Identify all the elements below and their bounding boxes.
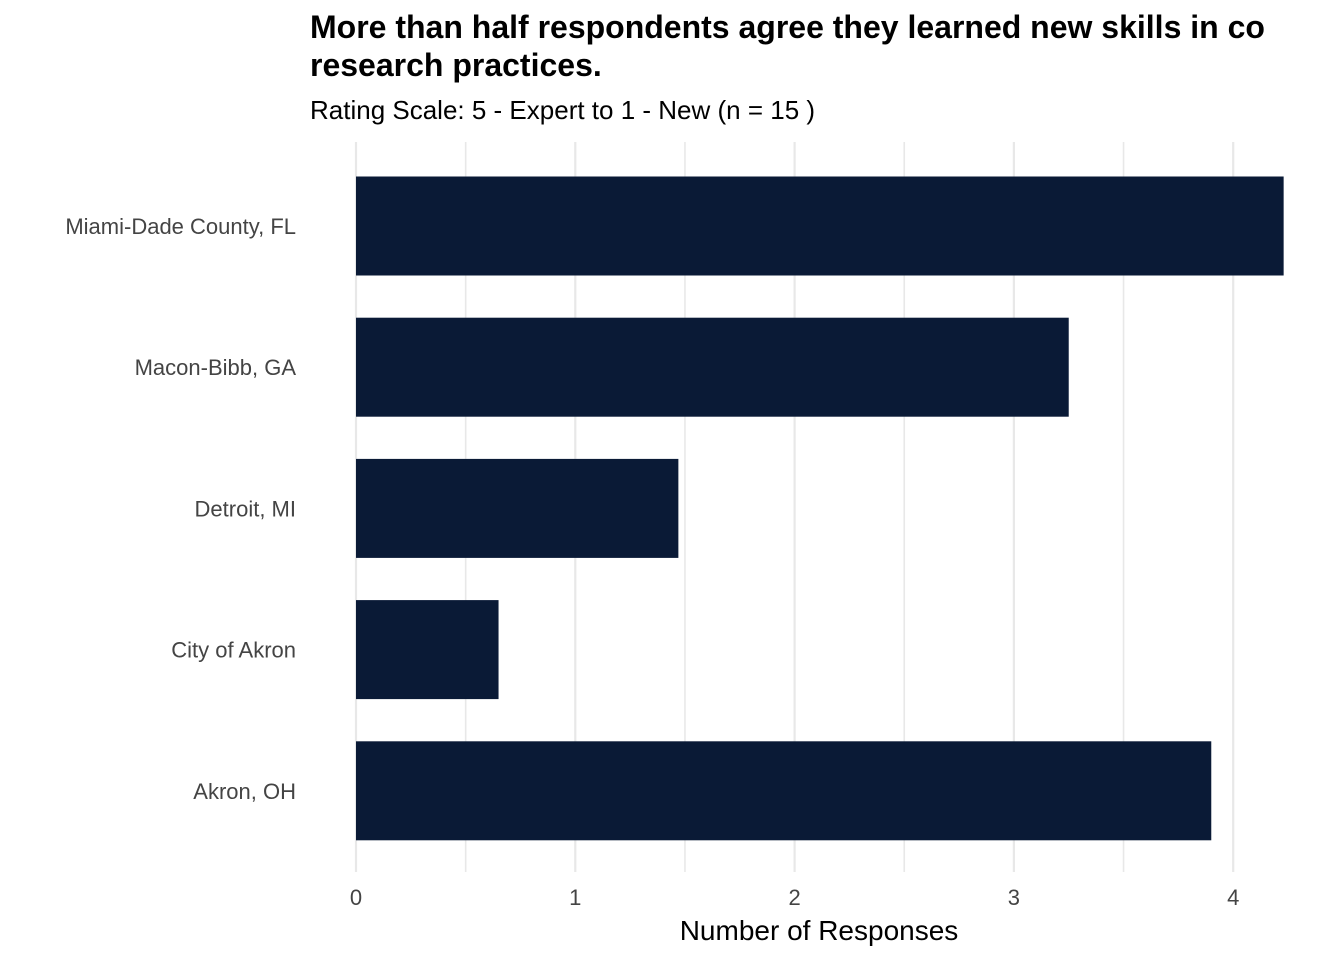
chart-subtitle: Rating Scale: 5 - Expert to 1 - New (n =… <box>310 95 816 125</box>
x-tick-label: 2 <box>788 885 800 910</box>
bar <box>356 741 1212 841</box>
chart-title-line-1: More than half respondents agree they le… <box>310 9 1265 45</box>
chart-title-line-2: research practices. <box>310 47 602 83</box>
x-axis-title: Number of Responses <box>680 915 959 946</box>
bar <box>356 600 499 700</box>
bar <box>356 176 1284 276</box>
x-tick-labels: 0 1 2 3 4 <box>350 885 1239 910</box>
y-tick-label: Macon-Bibb, GA <box>135 355 297 380</box>
y-tick-label: Detroit, MI <box>195 496 296 521</box>
bar <box>356 317 1069 417</box>
x-tick-label: 3 <box>1008 885 1020 910</box>
x-tick-label: 4 <box>1227 885 1239 910</box>
chart-title: More than half respondents agree they le… <box>310 8 1344 84</box>
x-tick-label: 0 <box>350 885 362 910</box>
y-tick-label: Miami-Dade County, FL <box>65 214 296 239</box>
y-tick-label: City of Akron <box>171 638 296 663</box>
x-tick-label: 1 <box>569 885 581 910</box>
bar <box>356 458 679 558</box>
bars <box>356 176 1284 841</box>
y-tick-labels: Miami-Dade County, FL Macon-Bibb, GA Detro… <box>65 214 296 804</box>
y-tick-label: Akron, OH <box>193 779 296 804</box>
